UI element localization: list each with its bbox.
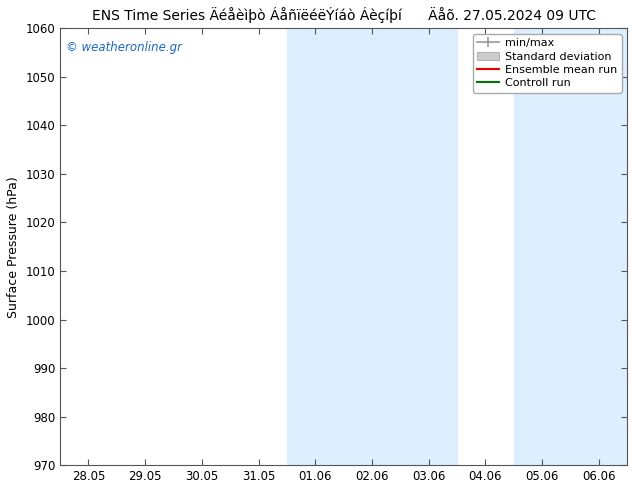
Text: © weatheronline.gr: © weatheronline.gr bbox=[66, 41, 182, 54]
Bar bbox=[287, 28, 457, 465]
Y-axis label: Surface Pressure (hPa): Surface Pressure (hPa) bbox=[7, 176, 20, 318]
Legend: min/max, Standard deviation, Ensemble mean run, Controll run: min/max, Standard deviation, Ensemble me… bbox=[472, 34, 621, 93]
Title: ENS Time Series Äéåèìþò ÁåñïëéëÝíáò Áèçíþí      Äåõ. 27.05.2024 09 UTC: ENS Time Series Äéåèìþò ÁåñïëéëÝíáò Áèçí… bbox=[91, 7, 595, 23]
Bar bbox=[514, 28, 627, 465]
